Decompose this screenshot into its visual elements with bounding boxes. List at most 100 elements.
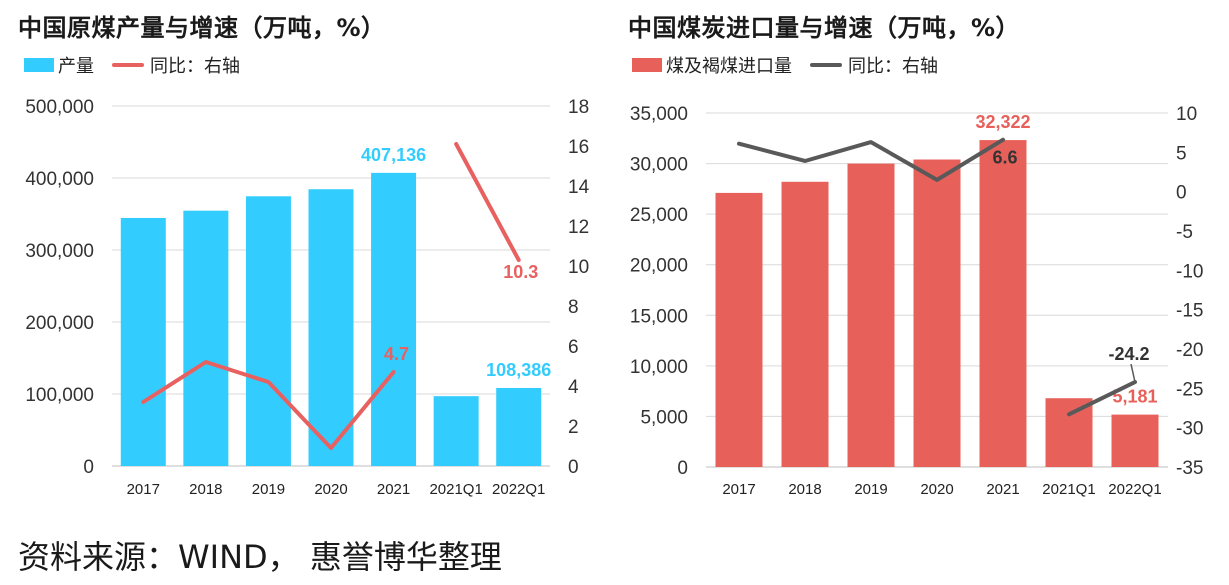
chart1-y-right-tick: 16 xyxy=(568,137,589,158)
chart1-y-left-tick: 0 xyxy=(83,457,94,478)
chart2-legend-line-swatch xyxy=(810,63,842,67)
chart1-legend-line-label: 同比：右轴 xyxy=(150,56,240,77)
chart1-bar xyxy=(371,172,417,466)
chart2-legend-bar-label: 煤及褐煤进口量 xyxy=(666,56,792,77)
chart1-bar xyxy=(245,196,291,466)
chart2-y-right-tick: -30 xyxy=(1176,419,1203,440)
chart1-x-tick: 2021Q1 xyxy=(429,481,482,498)
chart1-title: 中国原煤产量与增速（万吨，%） xyxy=(18,14,386,42)
chart1-bar xyxy=(120,217,166,466)
chart2-y-left-tick: 35,000 xyxy=(630,104,688,125)
chart1-y-right-tick: 0 xyxy=(568,457,579,478)
chart2-y-left-tick: 20,000 xyxy=(630,256,688,277)
chart1-bar xyxy=(308,189,354,466)
chart2-y-left-tick: 10,000 xyxy=(630,357,688,378)
chart2-x-tick: 2022Q1 xyxy=(1108,481,1161,498)
chart2-x-tick: 2021 xyxy=(986,481,1019,498)
chart2-line-value-label: 6.6 xyxy=(992,148,1017,168)
chart1-line-point xyxy=(393,371,395,373)
chart2-y-right-tick: -25 xyxy=(1176,379,1203,400)
chart1-y-right-tick: 18 xyxy=(568,97,589,118)
chart1-x-tick: 2017 xyxy=(127,481,160,498)
chart1-line-value-label: 4.7 xyxy=(384,344,409,364)
chart2-line-point xyxy=(936,179,938,181)
chart2-line-series xyxy=(1067,380,1137,417)
chart2-x-tick: 2018 xyxy=(788,481,821,498)
chart1-bar-value-label: 108,386 xyxy=(486,360,551,380)
chart2-line-point xyxy=(738,143,740,145)
chart1-legend-bar-label: 产量 xyxy=(58,56,94,77)
chart2-line-point xyxy=(870,141,872,143)
chart1-y-left-tick: 100,000 xyxy=(25,385,94,406)
chart1-line-series xyxy=(454,142,521,262)
chart2-y-left-tick: 5,000 xyxy=(640,407,688,428)
chart2-bar-value-label: 32,322 xyxy=(975,112,1030,132)
chart2-x-tick: 2020 xyxy=(920,481,953,498)
chart1-y-left-tick: 500,000 xyxy=(25,97,94,118)
chart2-y-right-tick: -10 xyxy=(1176,261,1203,282)
chart1-y-right-tick: 10 xyxy=(568,257,589,278)
chart1-y-right-tick: 6 xyxy=(568,337,579,358)
chart2-x-tick: 2021Q1 xyxy=(1042,481,1095,498)
chart2-x-tick: 2019 xyxy=(854,481,887,498)
chart1-y-right-tick: 4 xyxy=(568,377,579,398)
chart2-y-left-tick: 25,000 xyxy=(630,205,688,226)
chart1-line-point xyxy=(142,401,144,403)
chart1-x-tick: 2019 xyxy=(252,481,285,498)
chart2-bar xyxy=(979,140,1027,467)
chart1-y-right-tick: 2 xyxy=(568,417,579,438)
chart1-bar xyxy=(183,210,229,466)
chart2-y-right-tick: -35 xyxy=(1176,458,1203,479)
chart2-bar xyxy=(1111,414,1159,467)
chart1-line-point xyxy=(455,143,457,145)
chart2-plot: 0 5,000 10,000 15,000 20,000 25,000 30,000 35,0… xyxy=(630,104,1204,498)
chart2-y-left-tick: 30,000 xyxy=(630,155,688,176)
chart2-y-right-tick: -20 xyxy=(1176,340,1203,361)
chart1-line-point xyxy=(330,447,332,449)
chart2-bar xyxy=(1045,398,1093,467)
chart1-y-left-tick: 200,000 xyxy=(25,313,94,334)
chart1-line-point xyxy=(267,381,269,383)
chart1-x-tick: 2022Q1 xyxy=(492,481,545,498)
chart2-line-point xyxy=(1002,139,1004,141)
chart2-bar xyxy=(781,181,829,467)
chart1-plot: 0 100,000 200,000 300,000 400,000 500,000 0 2 4 6… xyxy=(25,97,590,498)
chart1-line-point xyxy=(205,361,207,363)
chart1-x-tick: 2018 xyxy=(189,481,222,498)
chart2-bar-value-label: 5,181 xyxy=(1112,387,1157,407)
source-footer: 资料来源：WIND， 惠誉博华整理 xyxy=(18,538,502,576)
chart1-line-value-label: 10.3 xyxy=(503,262,538,282)
chart2-y-left-tick: 0 xyxy=(677,458,688,479)
chart2-y-right-tick: -15 xyxy=(1176,301,1203,322)
chart2-y-right-tick: -5 xyxy=(1176,222,1193,243)
chart2-bar xyxy=(847,163,895,468)
chart1-legend-bar-swatch xyxy=(24,58,54,72)
chart2-legend: 煤及褐煤进口量 同比：右轴 xyxy=(632,52,942,78)
chart1-legend: 产量 同比：右轴 xyxy=(24,52,244,78)
chart2-line-point xyxy=(1068,413,1070,415)
chart1-y-right-tick: 12 xyxy=(568,217,589,238)
chart2-y-right-tick: 5 xyxy=(1176,143,1187,164)
chart1-y-right-tick: 8 xyxy=(568,297,579,318)
chart1-legend-line-swatch xyxy=(112,63,144,67)
chart2-line-point xyxy=(804,160,806,162)
chart2-legend-bar-swatch xyxy=(632,58,662,72)
chart1-y-left-tick: 300,000 xyxy=(25,241,94,262)
chart1-bar xyxy=(496,387,542,466)
chart2-y-left-tick: 15,000 xyxy=(630,306,688,327)
chart1-bar-value-label: 407,136 xyxy=(361,145,426,165)
chart2-label-leader-line xyxy=(1130,363,1136,383)
chart2-line-value-label: -24.2 xyxy=(1108,344,1149,364)
chart2-y-right-tick: 0 xyxy=(1176,183,1187,204)
chart2-x-tick: 2017 xyxy=(722,481,755,498)
chart2-y-right-tick: 10 xyxy=(1176,104,1197,125)
chart2-legend-line-label: 同比：右轴 xyxy=(848,56,938,77)
chart2-bar xyxy=(715,192,763,467)
chart1-x-tick: 2021 xyxy=(377,481,410,498)
chart1-bar xyxy=(433,396,479,466)
chart1-x-tick: 2020 xyxy=(314,481,347,498)
chart1-line-point xyxy=(518,259,520,261)
chart1-y-right-tick: 14 xyxy=(568,177,590,198)
chart2-bar xyxy=(913,159,961,468)
chart1-y-left-tick: 400,000 xyxy=(25,169,94,190)
